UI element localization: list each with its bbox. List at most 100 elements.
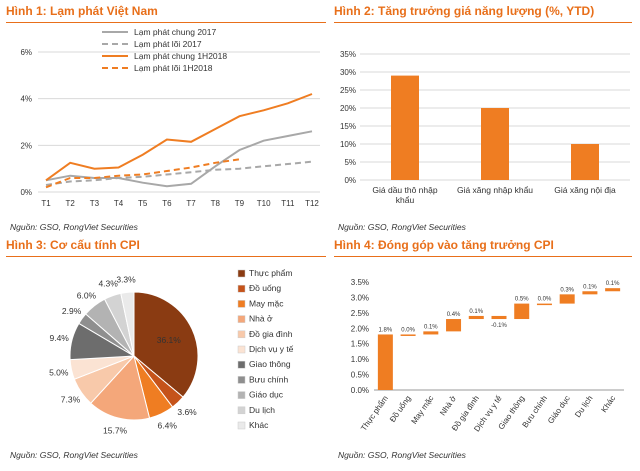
figure-3-title-rule — [6, 256, 326, 257]
category-label: Du lịch — [573, 394, 594, 419]
legend-label: Lạm phát lõi 2017 — [134, 39, 202, 49]
series-line — [45, 93, 313, 182]
category-label: Khác — [599, 394, 617, 414]
data-label: 0.1% — [583, 284, 597, 290]
figure-2-title-rule — [334, 22, 632, 23]
legend-label: Đồ gia đình — [249, 329, 293, 339]
y-tick-label: 1.5% — [351, 340, 369, 349]
legend-swatch — [237, 315, 246, 323]
y-tick-label: 20% — [340, 104, 356, 113]
legend-label: Giáo dục — [249, 390, 284, 400]
waterfall-bar — [423, 331, 439, 335]
legend-label: Bưu chính — [249, 374, 289, 384]
y-tick-label: 0.0% — [351, 386, 369, 395]
figure-1-source: Nguồn: GSO, RongViet Securities — [10, 222, 138, 232]
figure-4-source: Nguồn: GSO, RongViet Securities — [338, 450, 466, 460]
slice-label: 36.1% — [157, 335, 182, 345]
waterfall-bar — [491, 315, 507, 320]
x-tick-label: T2 — [66, 199, 76, 208]
pie-slice — [133, 291, 199, 398]
x-tick-label: T4 — [114, 199, 124, 208]
x-tick-label: T7 — [186, 199, 196, 208]
legend-label: Lạm phát chung 2017 — [134, 27, 217, 37]
figure-3-source: Nguồn: GSO, RongViet Securities — [10, 450, 138, 460]
waterfall-bar — [446, 319, 462, 332]
legend-label: Du lịch — [249, 405, 275, 415]
x-tick-label: T3 — [90, 199, 100, 208]
legend-swatch — [237, 345, 246, 354]
waterfall-bar — [514, 303, 530, 320]
y-tick-label: 3.0% — [351, 293, 369, 302]
y-tick-label: 2% — [20, 141, 32, 150]
bar — [481, 108, 509, 180]
slice-label: 2.9% — [62, 306, 82, 316]
x-tick-label: T12 — [305, 199, 319, 208]
waterfall-bar — [605, 288, 621, 292]
slice-label: 5.0% — [49, 367, 69, 377]
data-label: 0.1% — [469, 309, 483, 315]
waterfall-bar — [559, 294, 575, 304]
category-label: Nhà ở — [438, 393, 459, 417]
x-tick-label: T11 — [281, 199, 295, 208]
legend-label: Đồ uống — [249, 283, 281, 293]
waterfall-bar — [468, 315, 484, 320]
waterfall-bar — [536, 303, 552, 306]
pie-slice — [90, 354, 151, 421]
series-line — [45, 160, 313, 186]
figure-3-pie-chart: 36.1% Thực phẩm 3.6% Đồ uống 6.4% May mặc 15.7… — [49, 268, 294, 436]
data-label: 0.1% — [606, 281, 620, 287]
pie-slice — [120, 291, 135, 357]
legend-label: Thực phẩm — [249, 268, 292, 278]
figure-3-panel: Hình 3: Cơ cấu tính CPI 36.1% Thực phẩm 3.… — [6, 238, 328, 468]
waterfall-bar — [400, 334, 416, 336]
figure-1-title-rule — [6, 22, 326, 23]
figure-4-title: Hình 4: Đóng góp vào tăng trưởng CPI — [334, 238, 554, 252]
x-tick-label: T9 — [235, 199, 245, 208]
slice-label: 9.4% — [49, 333, 69, 343]
x-tick-label: T1 — [41, 199, 51, 208]
data-label: 0.0% — [401, 327, 415, 333]
waterfall-bar — [582, 291, 598, 295]
legend-label: Lạm phát chung 1H2018 — [134, 51, 227, 61]
y-tick-label: 0% — [20, 188, 32, 197]
category-label: Giá xăng nội địa — [554, 185, 616, 195]
y-tick-label: 3.5% — [351, 278, 369, 287]
data-label: -0.1% — [491, 323, 507, 329]
figure-4-panel: Hình 4: Đóng góp vào tăng trưởng CPI 0.0… — [334, 238, 634, 468]
y-tick-label: 35% — [340, 50, 356, 59]
category-label: Đồ uống — [388, 394, 413, 424]
figure-1-line-chart: 0% 2% 4% 6% T1 T2 T3 T4 T5 T6 T7 T8 T9 T10 T11 T12 Lạm p… — [20, 27, 320, 208]
legend-label: May mặc — [249, 298, 284, 308]
legend-label: Lạm phát lõi 1H2018 — [134, 63, 213, 73]
slice-label: 3.3% — [116, 274, 136, 284]
legend-swatch — [237, 284, 246, 293]
y-tick-label: 2.5% — [351, 309, 369, 318]
legend-label: Giao thông — [249, 359, 291, 369]
category-label: khẩu — [396, 195, 415, 205]
data-label: 1.8% — [379, 327, 393, 333]
legend-swatch — [237, 269, 246, 278]
data-label: 0.1% — [424, 324, 438, 330]
waterfall-bar — [377, 334, 393, 390]
legend-swatch — [237, 376, 246, 384]
data-label: 0.5% — [515, 297, 529, 303]
y-tick-label: 1.0% — [351, 355, 369, 364]
y-tick-label: 15% — [340, 122, 356, 131]
y-tick-label: 30% — [340, 68, 356, 77]
category-label: May mặc — [409, 394, 435, 426]
figure-2-title: Hình 2: Tăng trưởng giá năng lượng (%, Y… — [334, 4, 595, 18]
figure-2-panel: Hình 2: Tăng trưởng giá năng lượng (%, Y… — [334, 4, 634, 236]
legend-label: Khác — [249, 420, 269, 430]
figure-1-panel: Hình 1: Lạm phát Việt Nam 0% 2% 4% 6% T1 T2 T3… — [6, 4, 328, 236]
slice-label: 7.3% — [61, 394, 81, 404]
slice-label: 3.6% — [177, 407, 197, 417]
y-tick-label: 10% — [340, 140, 356, 149]
legend-label: Nhà ở — [249, 314, 273, 324]
y-tick-label: 25% — [340, 86, 356, 95]
figure-4-waterfall-chart: 0.0% 0.5% 1.0% 1.5% 2.0% 2.5% 3.0% 3.5% 1.8% Thực… — [351, 278, 624, 433]
legend-swatch — [237, 406, 246, 415]
legend-label: Dịch vụ y tế — [249, 344, 294, 354]
y-tick-label: 5% — [344, 158, 356, 167]
slice-label: 6.0% — [77, 290, 97, 300]
legend-swatch — [237, 391, 246, 399]
